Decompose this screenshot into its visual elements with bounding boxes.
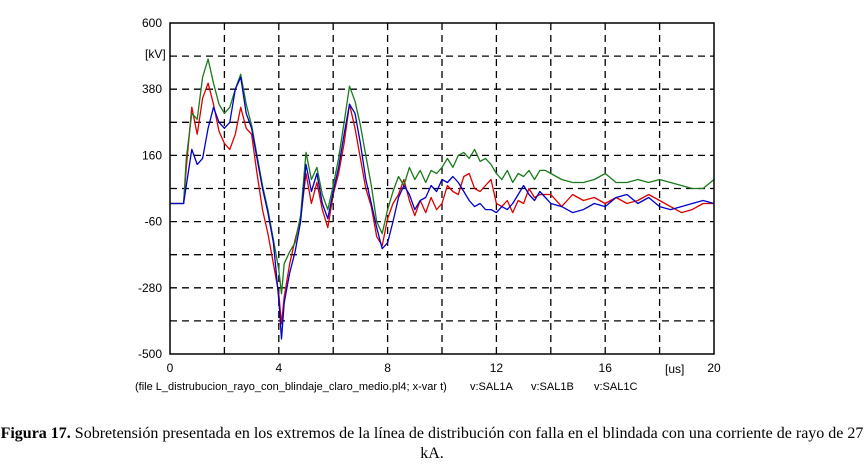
x-tick-label: 0 bbox=[167, 361, 174, 375]
x-tick-label: 4 bbox=[275, 361, 282, 375]
footer-file-text: (file L_distrubucion_rayo_con_blindaje_c… bbox=[135, 381, 447, 393]
figure-caption: Figura 17. Sobretensión presentada en lo… bbox=[0, 424, 864, 464]
series-group bbox=[170, 58, 715, 340]
x-tick-label: 20 bbox=[707, 361, 721, 375]
y-tick-label: -280 bbox=[138, 281, 162, 295]
x-tick-labels: 0 4 8 12 16 20 bbox=[167, 361, 721, 375]
x-tick-label: 12 bbox=[490, 361, 504, 375]
series-line-0 bbox=[170, 82, 714, 325]
y-tick-labels: 600 380 160 -60 -280 -500 bbox=[138, 16, 162, 361]
caption-text: Sobretensión presentada en los extremos … bbox=[74, 425, 864, 462]
y-tick-label: -60 bbox=[145, 215, 163, 229]
legend-entry-c: v:SAL1C bbox=[594, 381, 637, 393]
caption-label: Figura 17. bbox=[0, 425, 71, 442]
series-line-2 bbox=[170, 76, 715, 340]
x-tick-label: 16 bbox=[599, 361, 613, 375]
x-unit-label: [us] bbox=[665, 362, 684, 376]
y-tick-label: -500 bbox=[138, 347, 162, 361]
chart-svg: 600 380 160 -60 -280 -500 0 4 8 12 16 20 [kV] [us]… bbox=[135, 16, 721, 393]
plot-frame bbox=[169, 22, 715, 355]
legend-entry-a: v:SAL1A bbox=[470, 381, 513, 393]
y-unit-label: [kV] bbox=[145, 47, 166, 61]
y-tick-label: 380 bbox=[142, 82, 162, 96]
x-tick-label: 8 bbox=[384, 361, 391, 375]
y-tick-label: 600 bbox=[142, 16, 162, 30]
grid bbox=[170, 23, 714, 354]
legend-entry-b: v:SAL1B bbox=[531, 381, 574, 393]
y-tick-label: 160 bbox=[142, 148, 162, 162]
